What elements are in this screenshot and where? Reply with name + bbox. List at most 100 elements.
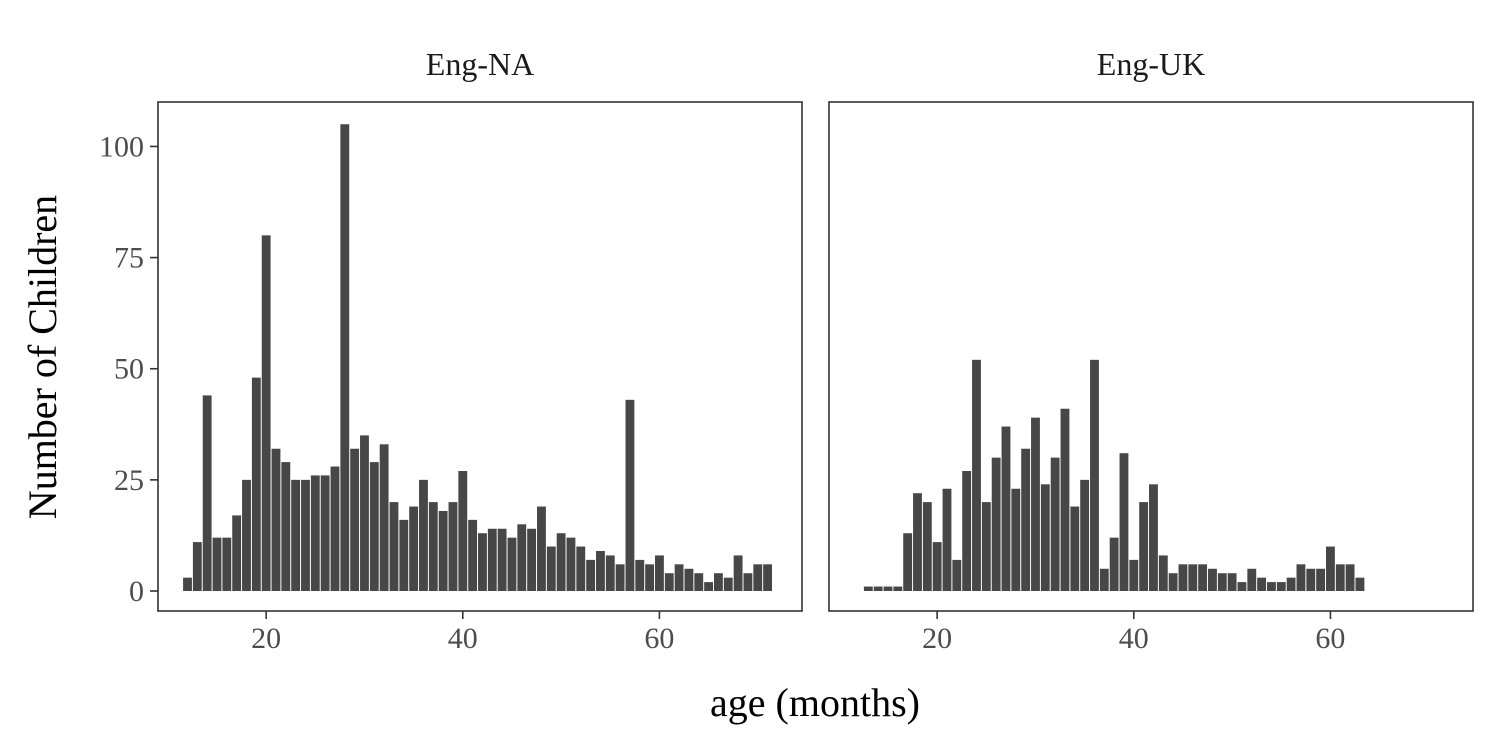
bar xyxy=(704,582,714,591)
bar xyxy=(537,506,546,591)
bar xyxy=(340,124,350,591)
bar xyxy=(1139,502,1149,591)
bar xyxy=(517,524,527,591)
bar xyxy=(1198,564,1208,591)
bar xyxy=(1168,573,1178,591)
bar xyxy=(1090,359,1099,591)
x-tick-label: 60 xyxy=(1315,622,1345,655)
bar xyxy=(389,502,399,591)
x-tick-label: 20 xyxy=(922,622,952,655)
bar xyxy=(566,537,576,591)
bar xyxy=(586,559,596,591)
bar xyxy=(1345,564,1355,591)
x-tick-label: 60 xyxy=(644,622,674,655)
bar xyxy=(1158,555,1168,591)
bar xyxy=(1208,568,1217,591)
bars xyxy=(183,124,773,591)
bar xyxy=(438,510,448,591)
bar xyxy=(576,546,586,591)
bar xyxy=(596,550,605,591)
panel-1: Eng-NA 20 40 60 0 25 50 75 100 xyxy=(99,46,803,655)
bar xyxy=(409,506,419,591)
bar xyxy=(556,533,566,591)
bar xyxy=(1021,448,1031,591)
bar xyxy=(350,448,360,591)
bar xyxy=(301,479,310,591)
bar xyxy=(763,564,773,591)
bar xyxy=(183,577,192,591)
bar xyxy=(1355,577,1365,591)
bar xyxy=(913,493,922,591)
bar xyxy=(981,502,991,591)
bar xyxy=(1296,564,1306,591)
bar xyxy=(222,537,232,591)
bar xyxy=(615,564,625,591)
bar xyxy=(605,555,615,591)
bar xyxy=(1178,564,1188,591)
x-tick-label: 20 xyxy=(251,622,281,655)
bar xyxy=(1080,479,1090,591)
bar xyxy=(684,568,694,591)
bar xyxy=(497,528,507,591)
bar xyxy=(291,479,301,591)
facet-title: Eng-UK xyxy=(1097,46,1205,82)
bar xyxy=(1247,568,1257,591)
bar xyxy=(320,475,330,591)
bar xyxy=(733,555,743,591)
y-tick-label: 50 xyxy=(114,353,144,386)
bar xyxy=(478,533,487,591)
bar xyxy=(962,470,972,591)
bar xyxy=(1217,573,1227,591)
bar xyxy=(369,462,379,591)
bar xyxy=(1188,564,1198,591)
bar xyxy=(645,564,655,591)
bar xyxy=(922,502,932,591)
y-tick-label: 100 xyxy=(99,130,144,163)
bar xyxy=(1335,564,1345,591)
bar xyxy=(310,475,320,591)
bar xyxy=(723,577,733,591)
y-axis-title: Number of Children xyxy=(20,195,65,519)
bar xyxy=(1276,582,1286,591)
bar xyxy=(251,377,261,591)
bar xyxy=(1070,506,1080,591)
bar xyxy=(428,502,438,591)
bar xyxy=(1316,568,1326,591)
bar xyxy=(1227,573,1237,591)
bar xyxy=(192,542,202,591)
bar xyxy=(694,573,704,591)
bar xyxy=(546,546,556,591)
bar xyxy=(674,564,684,591)
bars xyxy=(863,359,1365,591)
x-axis-title: age (months) xyxy=(710,680,920,725)
bar xyxy=(1109,537,1119,591)
bar xyxy=(1011,488,1021,591)
bar xyxy=(1050,457,1060,591)
bar xyxy=(458,470,468,591)
bar xyxy=(743,573,753,591)
bar xyxy=(1326,546,1335,591)
bar xyxy=(468,519,478,591)
bar xyxy=(714,573,723,591)
bar xyxy=(1001,426,1011,591)
bar xyxy=(1286,577,1296,591)
panels: Eng-NA 20 40 60 0 25 50 75 100 Eng-UK 20 40 60 xyxy=(99,46,1474,655)
bar xyxy=(932,542,942,591)
bar xyxy=(1149,484,1158,591)
bar xyxy=(527,528,537,591)
bar xyxy=(360,435,369,591)
bar xyxy=(863,586,873,591)
bar xyxy=(379,444,389,591)
bar xyxy=(261,235,271,591)
bar xyxy=(448,502,458,591)
panel-border xyxy=(828,101,1474,612)
bar xyxy=(399,519,409,591)
bar xyxy=(507,537,517,591)
bar xyxy=(1257,577,1267,591)
y-tick-label: 75 xyxy=(114,242,144,275)
bar xyxy=(1031,417,1040,591)
bar xyxy=(893,586,903,591)
bar xyxy=(664,573,674,591)
bar xyxy=(1237,582,1247,591)
